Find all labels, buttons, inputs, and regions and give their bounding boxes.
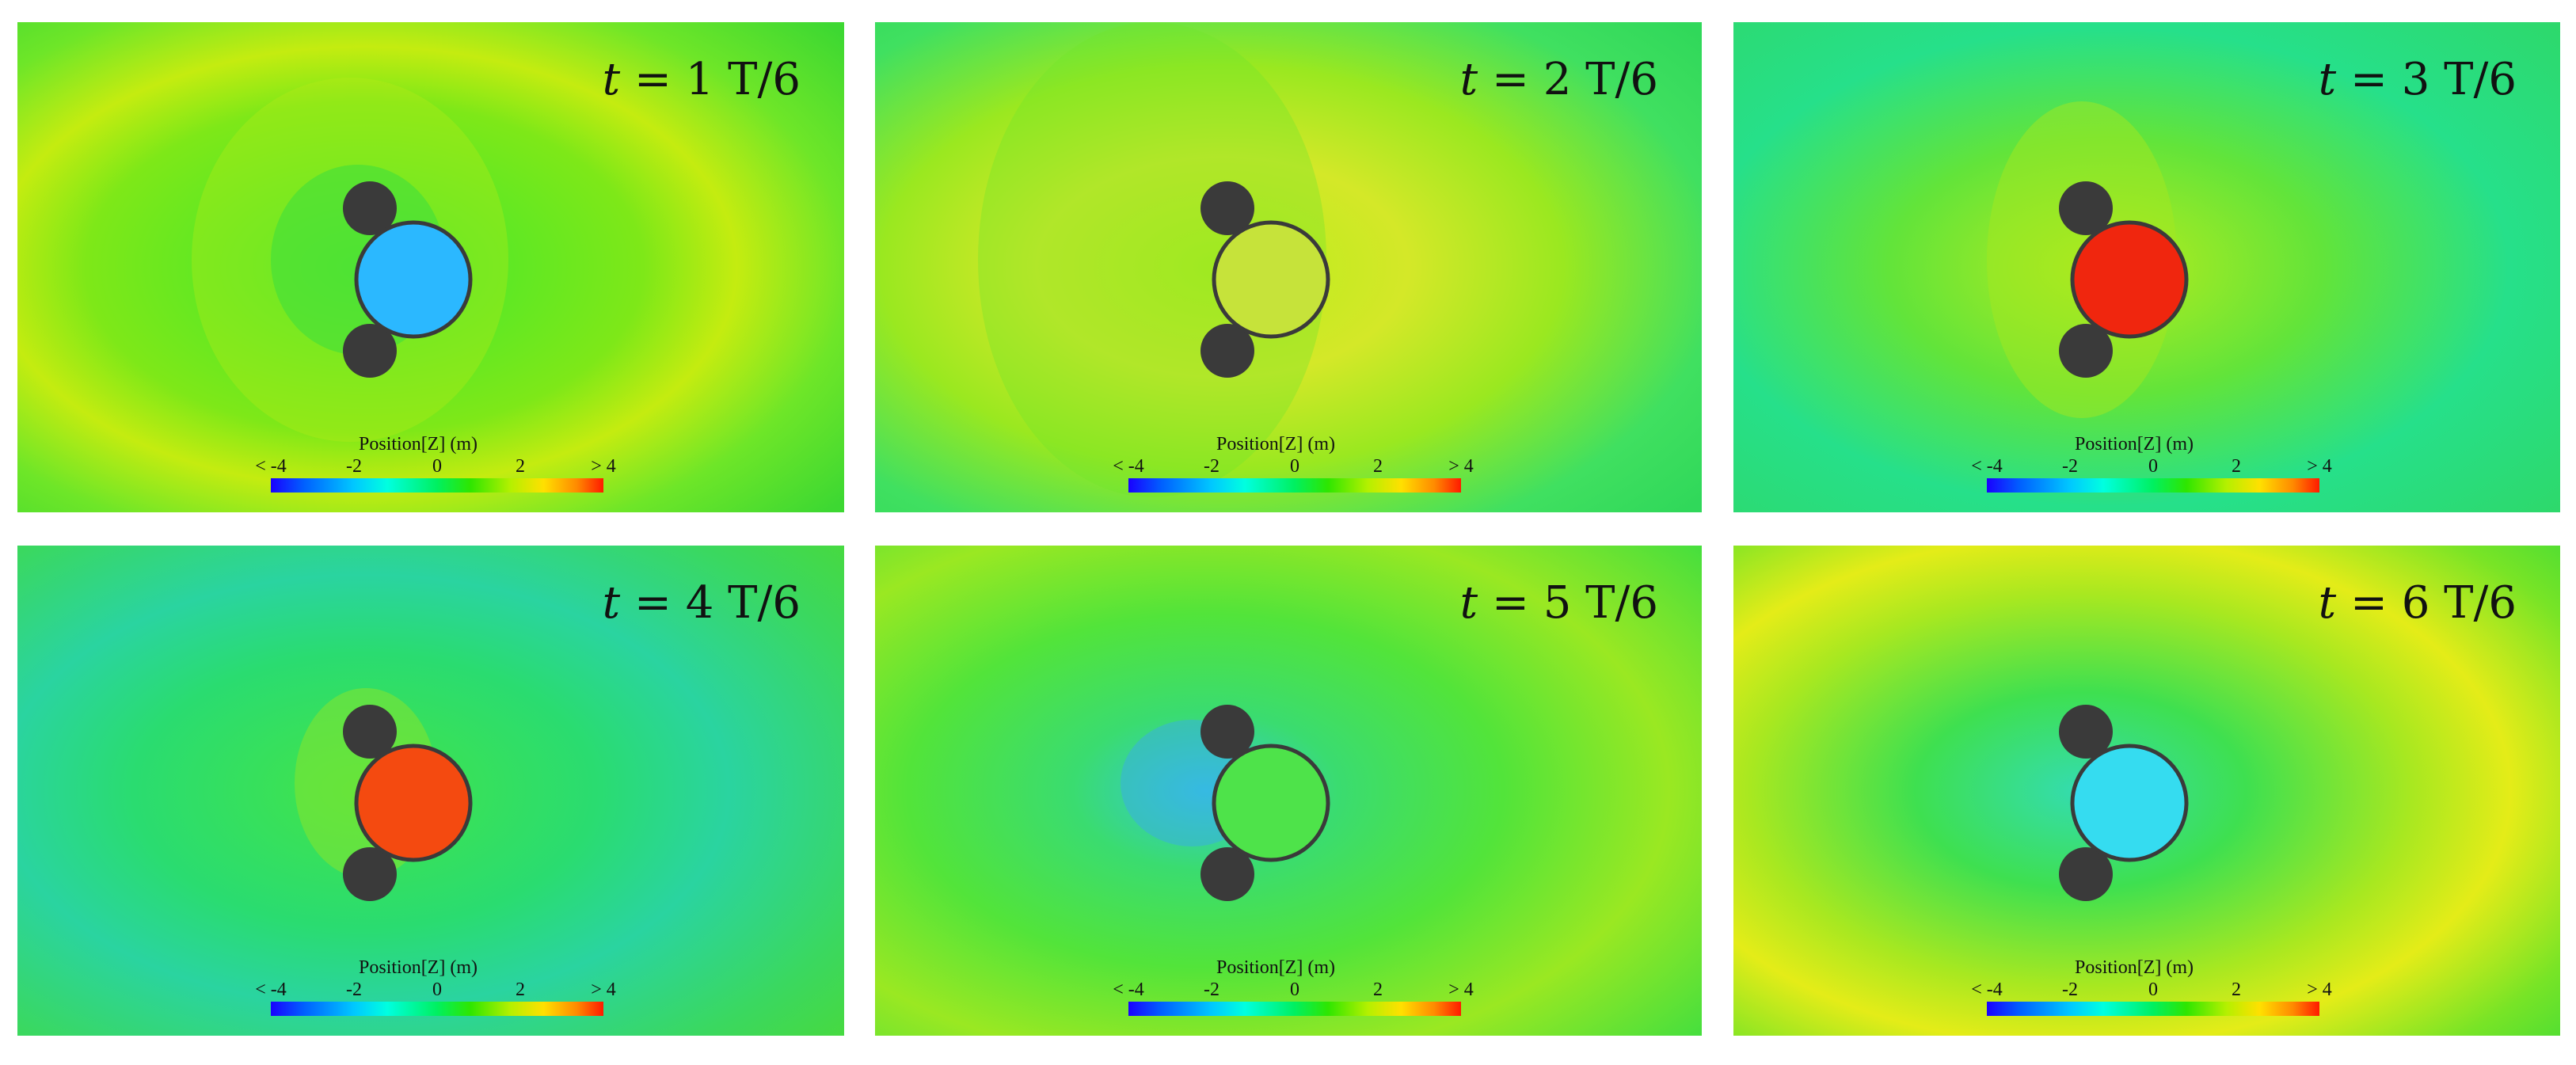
colorbar-title: Position[Z] (m): [359, 957, 478, 978]
colorbar-gradient: [1128, 478, 1461, 493]
colorbar-tick: 2: [516, 979, 525, 1000]
panel-t2: t = 2 T/6 Position[Z] (m) < -4 -2 0 2 > …: [875, 22, 1702, 512]
wave-field-image: [875, 22, 1702, 512]
time-label: t = 3 T/6: [2318, 54, 2517, 105]
colorbar-tick: -2: [2062, 979, 2078, 1000]
wave-field-image: [1733, 546, 2560, 1036]
colorbar: Position[Z] (m) < -4 -2 0 2 > 4: [252, 957, 616, 1029]
colorbar-title: Position[Z] (m): [1216, 434, 1335, 455]
colorbar-tick: 0: [2148, 979, 2158, 1000]
colorbar-tick: -2: [346, 979, 362, 1000]
colorbar: Position[Z] (m) < -4 -2 0 2 > 4: [252, 434, 616, 505]
colorbar-tick: -2: [1204, 979, 1220, 1000]
colorbar-tick: < -4: [1113, 979, 1144, 1000]
panel-t4: t = 4 T/6 Position[Z] (m) < -4 -2 0 2 > …: [17, 546, 844, 1036]
panel-t3: t = 3 T/6 Position[Z] (m) < -4 -2 0 2 > …: [1733, 22, 2560, 512]
colorbar-tick: 2: [2232, 456, 2241, 477]
colorbar-ticks: < -4 -2 0 2 > 4: [252, 979, 616, 1000]
colorbar-tick: < -4: [1971, 456, 2003, 477]
colorbar-gradient: [1987, 1002, 2319, 1016]
colorbar-tick: > 4: [2307, 979, 2332, 1000]
colorbar-tick: 0: [432, 456, 442, 477]
panel-t6: t = 6 T/6 Position[Z] (m) < -4 -2 0 2 > …: [1733, 546, 2560, 1036]
time-label: t = 6 T/6: [2318, 577, 2517, 629]
colorbar: Position[Z] (m) < -4 -2 0 2 > 4: [1109, 957, 1474, 1029]
colorbar-tick: > 4: [2307, 456, 2332, 477]
colorbar-gradient: [271, 478, 603, 493]
colorbar-tick: < -4: [1971, 979, 2003, 1000]
colorbar-title: Position[Z] (m): [2075, 957, 2194, 978]
wave-field-image: [875, 546, 1702, 1036]
colorbar-tick: -2: [346, 456, 362, 477]
colorbar-title: Position[Z] (m): [2075, 434, 2194, 455]
time-label: t = 1 T/6: [602, 54, 801, 105]
colorbar-tick: 0: [1290, 979, 1299, 1000]
time-label: t = 4 T/6: [602, 577, 801, 629]
colorbar-gradient: [271, 1002, 603, 1016]
colorbar-ticks: < -4 -2 0 2 > 4: [1968, 456, 2332, 477]
time-label: t = 5 T/6: [1459, 577, 1658, 629]
colorbar-ticks: < -4 -2 0 2 > 4: [1968, 979, 2332, 1000]
colorbar-tick: 2: [516, 456, 525, 477]
colorbar-tick: 2: [1373, 979, 1383, 1000]
colorbar-tick: > 4: [1448, 456, 1474, 477]
panel-t1: t = 1 T/6 Position[Z] (m) < -4 -2 0 2 > …: [17, 22, 844, 512]
colorbar: Position[Z] (m) < -4 -2 0 2 > 4: [1109, 434, 1474, 505]
colorbar-tick: > 4: [1448, 979, 1474, 1000]
colorbar-ticks: < -4 -2 0 2 > 4: [1109, 456, 1474, 477]
colorbar-tick: < -4: [1113, 456, 1144, 477]
panel-t5: t = 5 T/6 Position[Z] (m) < -4 -2 0 2 > …: [875, 546, 1702, 1036]
colorbar-ticks: < -4 -2 0 2 > 4: [252, 456, 616, 477]
colorbar-tick: 2: [1373, 456, 1383, 477]
colorbar-tick: < -4: [255, 456, 287, 477]
colorbar-tick: -2: [2062, 456, 2078, 477]
colorbar-title: Position[Z] (m): [359, 434, 478, 455]
wave-field-image: [1733, 22, 2560, 512]
colorbar-tick: 2: [2232, 979, 2241, 1000]
colorbar-tick: > 4: [591, 456, 616, 477]
colorbar-tick: > 4: [591, 979, 616, 1000]
colorbar-tick: 0: [1290, 456, 1299, 477]
colorbar-title: Position[Z] (m): [1216, 957, 1335, 978]
colorbar-gradient: [1128, 1002, 1461, 1016]
colorbar: Position[Z] (m) < -4 -2 0 2 > 4: [1968, 434, 2332, 505]
colorbar-tick: -2: [1204, 456, 1220, 477]
colorbar-tick: 0: [2148, 456, 2158, 477]
colorbar-ticks: < -4 -2 0 2 > 4: [1109, 979, 1474, 1000]
time-label: t = 2 T/6: [1459, 54, 1658, 105]
colorbar-tick: 0: [432, 979, 442, 1000]
wave-field-image: [17, 22, 844, 512]
colorbar-gradient: [1987, 478, 2319, 493]
colorbar-tick: < -4: [255, 979, 287, 1000]
colorbar: Position[Z] (m) < -4 -2 0 2 > 4: [1968, 957, 2332, 1029]
wave-field-image: [17, 546, 844, 1036]
